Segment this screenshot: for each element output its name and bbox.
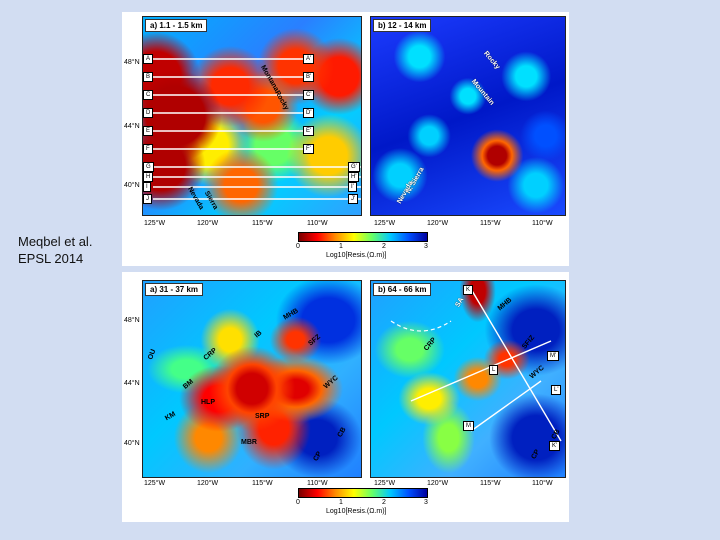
colorbar-label: Log10[Resis.(Ω.m)] [326,508,387,515]
lon-label-125w: 125°W [374,220,396,227]
map-panel-1-1-to-1-5-km: a) 1.1 - 1.5 km A B C D E F G H I J A' B… [142,16,362,216]
province-label-mhb: MHB [282,307,300,322]
panel-title: a) 1.1 - 1.5 km [145,19,208,32]
panel-title: b) 64 - 66 km [373,283,432,296]
lon-label-115w: 115°W [480,480,501,487]
citation-authors: Meqbel et al. [18,234,93,249]
colorbar-gradient [298,488,428,498]
province-label-ou: OU [147,348,158,361]
lon-label-125w: 125°W [144,480,166,487]
colorbar-tick: 0 [296,499,300,506]
annotation-rocky: Rocky [482,50,501,71]
lat-label-40n: 40°N [124,182,140,189]
profile-label-l-prime: L' [551,385,562,395]
profile-label-f-prime: F' [303,144,314,154]
colorbar-tick: 0 [296,243,300,250]
lat-label-40n: 40°N [124,440,140,447]
lon-label-125w: 125°W [144,220,166,227]
colorbar-tick: 1 [339,243,343,250]
annotation-mountain: Mountain [469,78,496,107]
colorbar-tick: 3 [424,499,428,506]
lon-label-120w: 120°W [197,220,219,227]
lon-label-115w: 115°W [480,220,501,227]
lat-label-44n: 44°N [124,123,140,130]
province-label-bm: BM [182,378,195,391]
province-label-km: KM [163,410,177,423]
profile-label-c: C [143,90,154,100]
lon-label-120w: 120°W [197,480,219,487]
map-panel-64-to-66-km: b) 64 - 66 km SA MHB CRP SFIZ WYC CP CB … [370,280,566,478]
profile-label-k-prime: K' [549,441,561,451]
lat-label-48n: 48°N [124,59,140,66]
lon-label-120w: 120°W [427,220,449,227]
colorbar: 0 1 2 3 Log10[Resis.(Ω.m)] [290,486,440,522]
province-label-cb: CB [336,426,348,439]
profile-label-e: E [143,126,154,136]
figure-shallow-depths: a) 1.1 - 1.5 km A B C D E F G H I J A' B… [122,12,569,266]
province-label-srp: SRP [255,413,270,420]
profile-label-a-prime: A' [303,54,315,64]
profile-label-j: J [143,194,152,204]
profile-label-d-prime: D' [303,108,315,118]
profile-label-a: A [143,54,154,64]
panel-title: b) 12 - 14 km [373,19,432,32]
citation-text: Meqbel et al. EPSL 2014 [18,233,92,267]
profile-label-g: G [143,162,154,172]
colorbar-tick: 3 [424,243,428,250]
colorbar: 0 1 2 3 Log10[Resis.(Ω.m)] [290,230,440,266]
profile-lines [390,288,562,442]
colorbar-tick: 2 [382,243,386,250]
lat-label-44n: 44°N [124,380,140,387]
panel-title: a) 31 - 37 km [145,283,204,296]
lon-label-110w: 110°W [532,220,553,227]
profile-label-m: M [463,421,474,431]
profile-label-f: F [143,144,153,154]
colorbar-gradient [298,232,428,242]
profile-label-h: H [143,172,154,182]
profile-label-d: D [143,108,154,118]
lon-label-110w: 110°W [307,220,328,227]
profile-label-h-prime: H' [348,172,360,182]
map-panel-31-to-37-km: a) 31 - 37 km MHB CRP IB SFZ OU BM WYC H… [142,280,362,478]
lon-label-115w: 115°W [252,220,273,227]
colorbar-tick: 2 [382,499,386,506]
profile-label-k: K [463,285,474,295]
province-label-wyc: WYC [322,374,340,391]
province-label-sfz: SFZ [307,333,322,348]
province-label-hlp: HLP [201,399,215,406]
profile-label-j-prime: J' [348,194,359,204]
colorbar-label: Log10[Resis.(Ω.m)] [326,252,387,259]
profile-label-g-prime: G' [348,162,360,172]
province-label-mbr: MBR [241,439,257,446]
profile-label-m-prime: M' [547,351,560,361]
colorbar-tick: 1 [339,499,343,506]
citation-journal: EPSL 2014 [18,251,84,266]
figure-deep-depths: a) 31 - 37 km MHB CRP IB SFZ OU BM WYC H… [122,272,569,522]
profile-label-e-prime: E' [303,126,315,136]
profile-label-b-prime: B' [303,72,315,82]
map-panel-12-to-14-km: b) 12 - 14 km Rocky Mountain N. Sierra N… [370,16,566,216]
lon-label-110w: 110°W [307,480,328,487]
lon-label-110w: 110°W [532,480,553,487]
profile-label-i-prime: I' [348,182,357,192]
lon-label-115w: 115°W [252,480,273,487]
profile-label-i: I [143,182,151,192]
lon-label-120w: 120°W [427,480,449,487]
lat-label-48n: 48°N [124,317,140,324]
province-label-cp: CP [312,450,324,463]
lon-label-125w: 125°W [374,480,396,487]
profile-label-l: L [489,365,499,375]
profile-label-b: B [143,72,154,82]
province-label-ib: IB [253,329,264,340]
province-label-crp: CRP [202,347,219,362]
profile-label-c-prime: C' [303,90,315,100]
profile-lines [153,58,361,200]
